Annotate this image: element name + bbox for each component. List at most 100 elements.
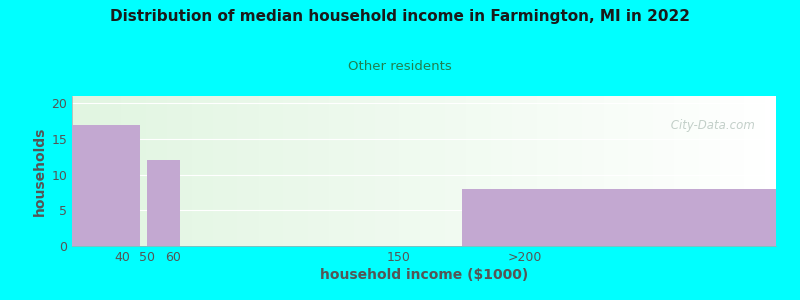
- X-axis label: household income ($1000): household income ($1000): [320, 268, 528, 282]
- Bar: [75, 96, 79, 246]
- Bar: [610, 96, 614, 246]
- Bar: [392, 96, 396, 246]
- Bar: [540, 96, 544, 246]
- Bar: [449, 96, 452, 246]
- Bar: [688, 96, 691, 246]
- Bar: [308, 96, 311, 246]
- Bar: [410, 96, 414, 246]
- Bar: [153, 96, 157, 246]
- Bar: [414, 96, 417, 246]
- Bar: [157, 96, 160, 246]
- Bar: [748, 96, 751, 246]
- Bar: [294, 96, 298, 246]
- Bar: [421, 96, 424, 246]
- Bar: [86, 96, 90, 246]
- Bar: [618, 96, 621, 246]
- Bar: [93, 96, 97, 246]
- Bar: [502, 96, 505, 246]
- Bar: [431, 96, 434, 246]
- Bar: [185, 96, 188, 246]
- Bar: [554, 96, 558, 246]
- Bar: [280, 96, 283, 246]
- Bar: [498, 96, 502, 246]
- Bar: [382, 96, 386, 246]
- Bar: [550, 96, 554, 246]
- Bar: [163, 96, 167, 246]
- Bar: [333, 96, 336, 246]
- Bar: [97, 96, 100, 246]
- Bar: [505, 96, 509, 246]
- Bar: [773, 96, 776, 246]
- Bar: [371, 96, 374, 246]
- Bar: [614, 96, 618, 246]
- Bar: [227, 96, 230, 246]
- Bar: [234, 96, 238, 246]
- Bar: [273, 96, 276, 246]
- Bar: [266, 96, 269, 246]
- Bar: [290, 96, 294, 246]
- Bar: [374, 96, 378, 246]
- Bar: [522, 96, 526, 246]
- Bar: [90, 96, 93, 246]
- Bar: [515, 96, 519, 246]
- Bar: [241, 96, 245, 246]
- Bar: [72, 124, 140, 246]
- Bar: [286, 96, 290, 246]
- Bar: [670, 96, 674, 246]
- Text: City-Data.com: City-Data.com: [667, 118, 755, 131]
- Bar: [656, 96, 660, 246]
- Bar: [343, 96, 346, 246]
- Bar: [579, 96, 582, 246]
- Bar: [575, 96, 579, 246]
- Bar: [646, 96, 650, 246]
- Bar: [723, 96, 726, 246]
- Bar: [484, 96, 487, 246]
- Bar: [685, 96, 688, 246]
- Bar: [276, 96, 280, 246]
- Bar: [706, 96, 709, 246]
- Bar: [650, 96, 653, 246]
- Bar: [653, 96, 656, 246]
- Bar: [82, 96, 86, 246]
- Bar: [178, 96, 181, 246]
- Bar: [734, 96, 738, 246]
- Bar: [667, 96, 670, 246]
- Bar: [142, 96, 146, 246]
- Bar: [198, 96, 202, 246]
- Bar: [118, 96, 122, 246]
- Bar: [389, 96, 392, 246]
- Bar: [491, 96, 494, 246]
- Bar: [357, 96, 361, 246]
- Bar: [424, 96, 427, 246]
- Bar: [480, 96, 484, 246]
- Bar: [558, 96, 562, 246]
- Bar: [427, 96, 431, 246]
- Bar: [262, 96, 266, 246]
- Bar: [202, 96, 206, 246]
- Bar: [368, 96, 371, 246]
- Bar: [135, 96, 139, 246]
- Bar: [403, 96, 406, 246]
- Bar: [174, 96, 178, 246]
- Bar: [79, 96, 82, 246]
- Bar: [223, 96, 227, 246]
- Bar: [417, 96, 421, 246]
- Bar: [311, 96, 315, 246]
- Bar: [494, 96, 498, 246]
- Bar: [603, 96, 607, 246]
- Bar: [526, 96, 530, 246]
- Bar: [769, 96, 773, 246]
- Bar: [470, 96, 474, 246]
- Bar: [445, 96, 449, 246]
- Bar: [110, 96, 114, 246]
- Text: Other residents: Other residents: [348, 60, 452, 73]
- Bar: [230, 96, 234, 246]
- Bar: [713, 96, 716, 246]
- Bar: [298, 96, 301, 246]
- Bar: [160, 96, 163, 246]
- Bar: [762, 96, 766, 246]
- Bar: [322, 96, 326, 246]
- Bar: [150, 96, 153, 246]
- Bar: [459, 96, 462, 246]
- Bar: [487, 96, 491, 246]
